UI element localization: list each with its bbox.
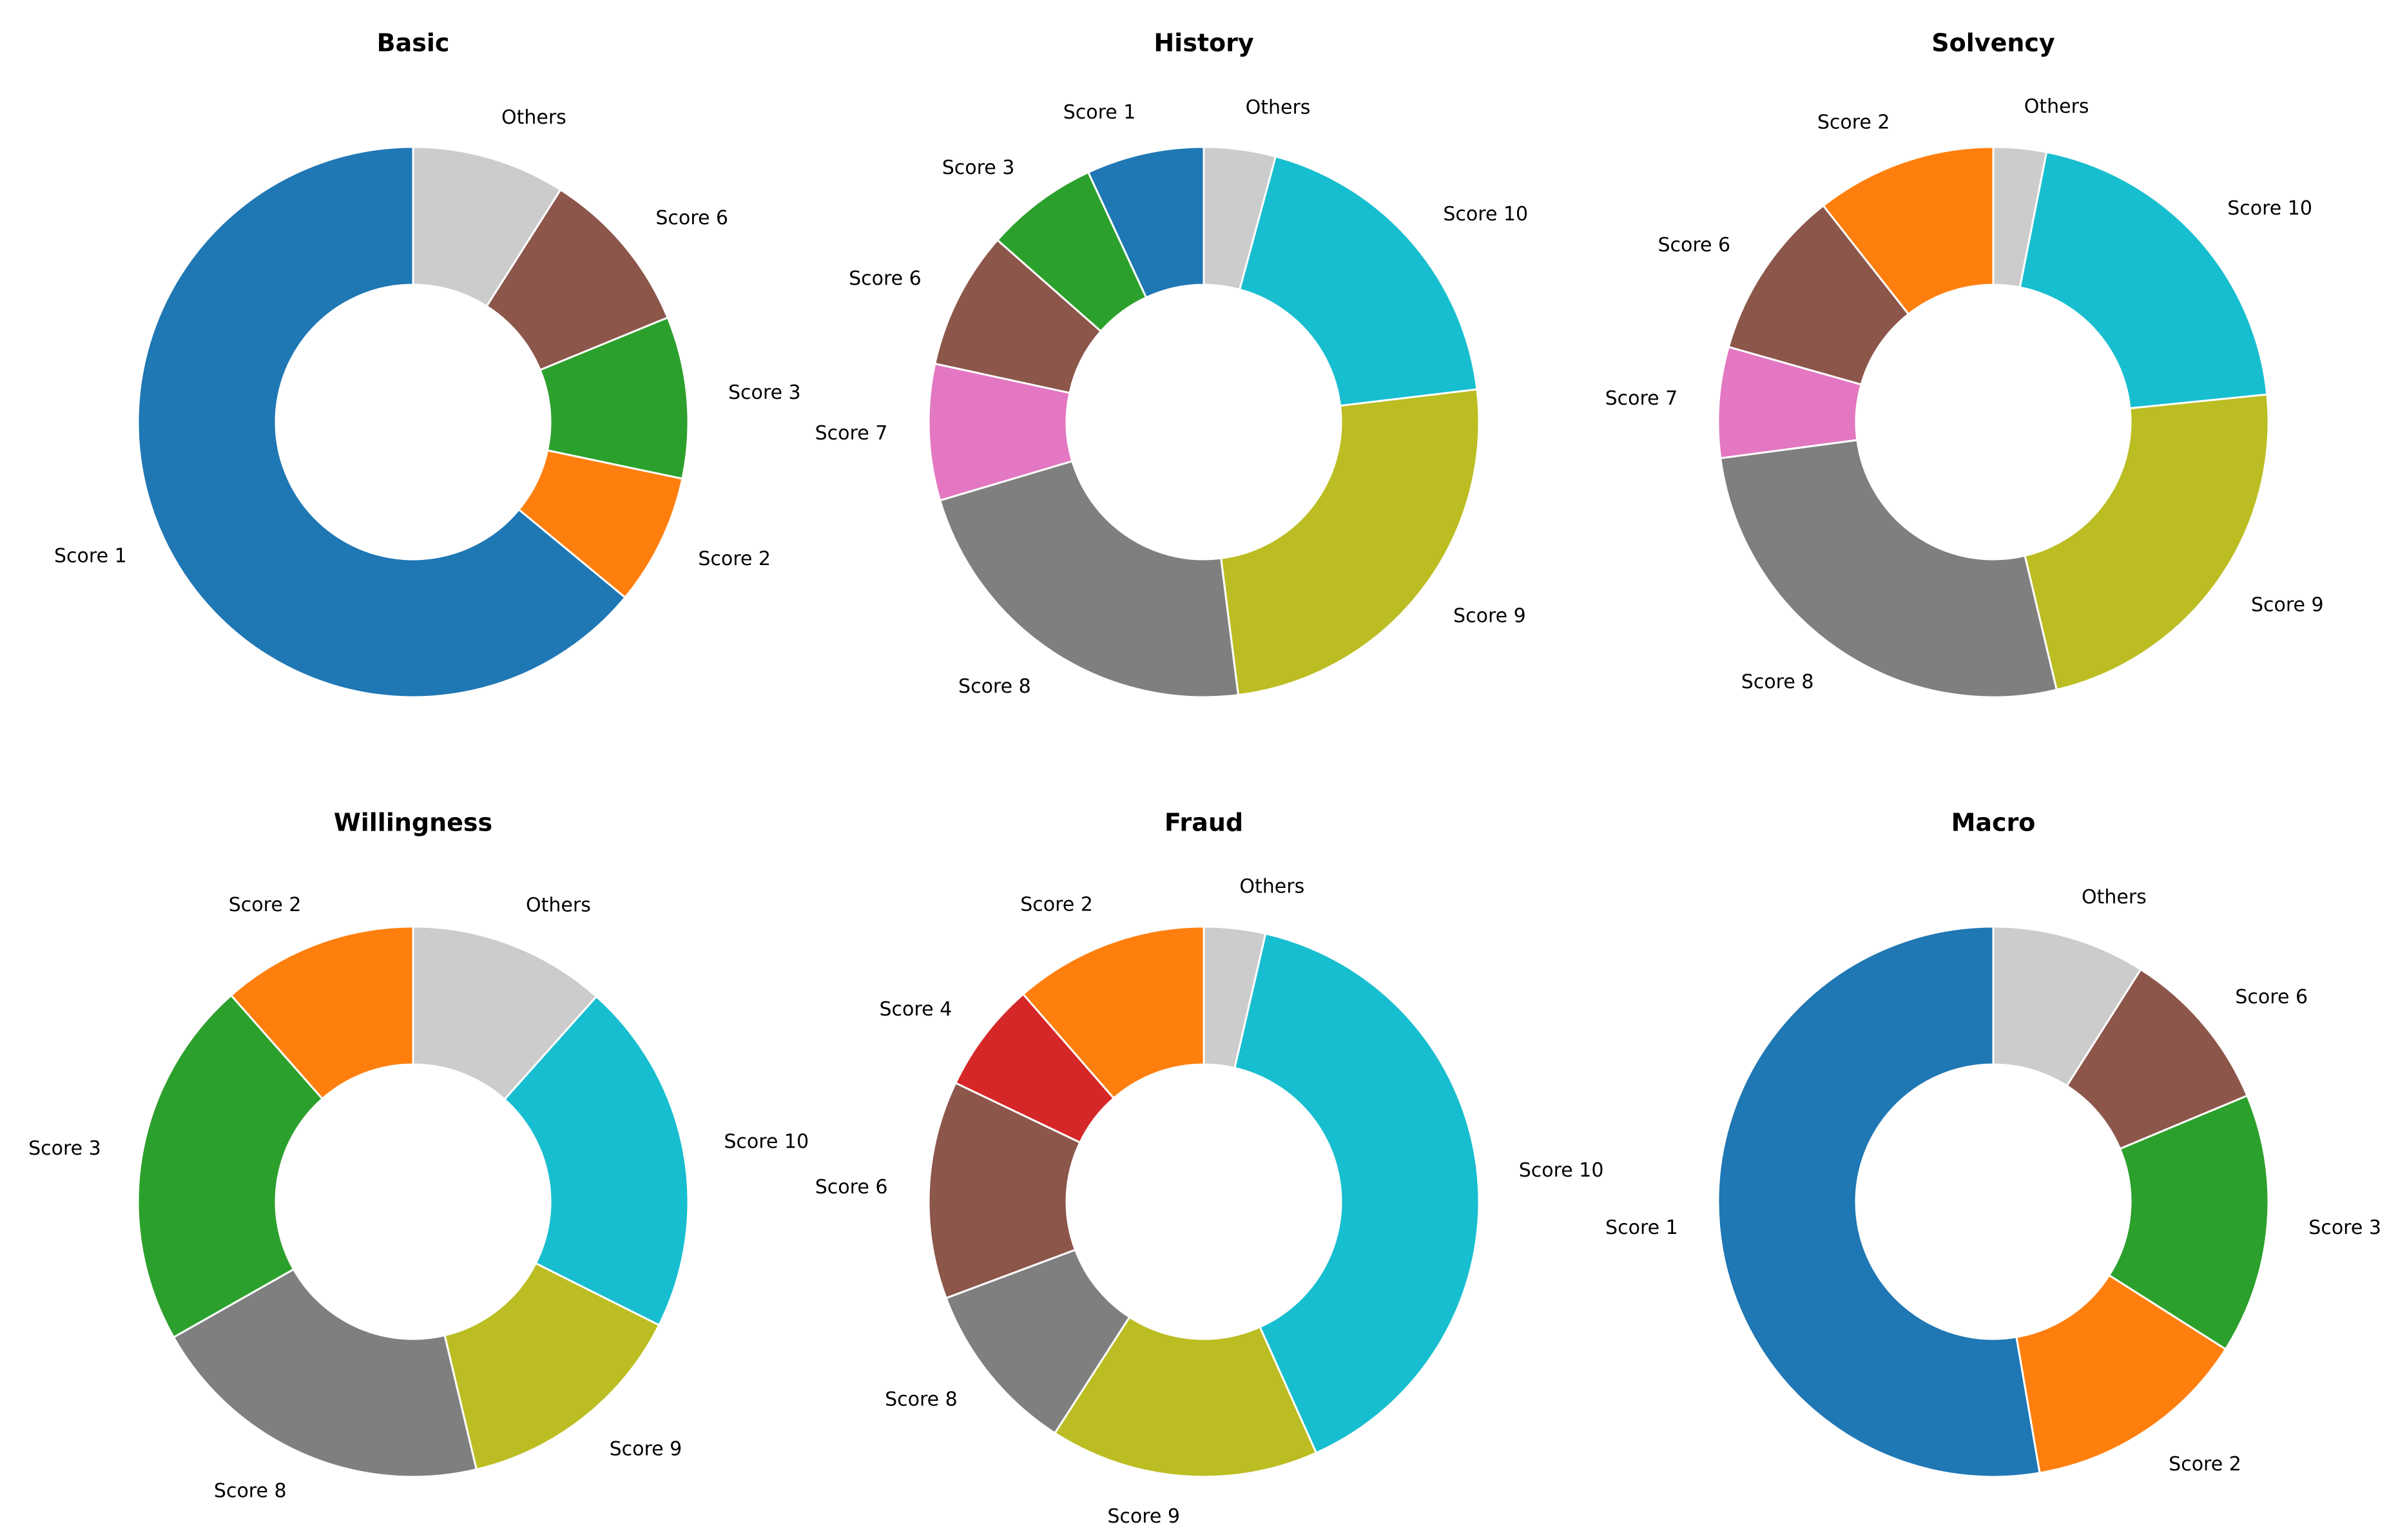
slice-label: Score 6 bbox=[849, 267, 922, 290]
slice-label: Others bbox=[1239, 876, 1304, 898]
wedge bbox=[172, 1268, 478, 1478]
slice-label: Score 8 bbox=[1741, 671, 1814, 693]
wedge bbox=[137, 146, 626, 698]
chart-title: Basic bbox=[377, 29, 450, 57]
wedge bbox=[503, 995, 690, 1326]
slice-label: Score 8 bbox=[958, 675, 1031, 698]
slice-label: Others bbox=[1246, 97, 1311, 119]
slice-label: Score 9 bbox=[1453, 605, 1526, 628]
slice-label: Score 6 bbox=[2235, 986, 2308, 1008]
slice-label: Score 2 bbox=[229, 894, 302, 916]
wedge bbox=[2108, 1094, 2270, 1351]
slice-label: Score 1 bbox=[1605, 1217, 1678, 1239]
wedge bbox=[1719, 439, 2058, 698]
slice-label: Others bbox=[501, 106, 566, 129]
slice-label: Score 9 bbox=[2251, 593, 2324, 616]
wedge bbox=[485, 188, 669, 371]
chart-title: Solvency bbox=[1931, 29, 2055, 57]
slice-label: Score 10 bbox=[2227, 197, 2312, 220]
slice-label: Score 1 bbox=[54, 545, 127, 568]
wedge bbox=[1054, 1316, 1317, 1478]
wedge bbox=[1992, 146, 2048, 289]
slice-label: Others bbox=[526, 894, 591, 917]
chart-title: Macro bbox=[1951, 809, 2036, 837]
slice-label: Others bbox=[2082, 886, 2147, 909]
wedge bbox=[1239, 155, 1478, 407]
chart-title: Willingness bbox=[334, 809, 492, 837]
wedge bbox=[1203, 146, 1277, 291]
slice-label: Score 2 bbox=[1020, 894, 1093, 916]
wedge bbox=[443, 1262, 661, 1471]
wedge bbox=[2015, 1274, 2227, 1474]
wedge bbox=[1220, 388, 1480, 697]
slice-label: Score 3 bbox=[942, 157, 1015, 179]
slice-label: Score 2 bbox=[2169, 1453, 2241, 1476]
slice-label: Score 6 bbox=[1658, 234, 1730, 256]
chart-title: Fraud bbox=[1165, 809, 1243, 837]
slice-label: Score 10 bbox=[724, 1130, 809, 1153]
wedge bbox=[1822, 146, 1995, 316]
wedge bbox=[1717, 925, 2041, 1478]
wedge bbox=[137, 994, 324, 1338]
wedge bbox=[1233, 932, 1480, 1454]
slice-label: Score 10 bbox=[1519, 1159, 1604, 1182]
slice-label: Score 6 bbox=[655, 207, 728, 229]
slice-label: Score 7 bbox=[1605, 387, 1678, 410]
slice-label: Score 9 bbox=[1107, 1505, 1180, 1528]
slice-label: Score 10 bbox=[1443, 203, 1528, 226]
wedge bbox=[2024, 393, 2270, 691]
chart-title: History bbox=[1154, 29, 1253, 57]
slice-label: Score 2 bbox=[698, 548, 771, 570]
wedge bbox=[2018, 151, 2268, 410]
wedge bbox=[2065, 968, 2248, 1150]
slice-label: Score 2 bbox=[1817, 111, 1890, 133]
wedge bbox=[1203, 925, 1267, 1069]
wedge bbox=[412, 925, 597, 1101]
slice-label: Score 1 bbox=[1063, 101, 1136, 124]
slice-label: Score 7 bbox=[815, 422, 888, 445]
slice-label: Score 9 bbox=[610, 1438, 682, 1461]
slice-label: Score 6 bbox=[815, 1176, 888, 1198]
wedge bbox=[1022, 925, 1205, 1099]
wedge bbox=[927, 1082, 1081, 1300]
slice-label: Score 8 bbox=[214, 1480, 287, 1503]
wedge bbox=[939, 460, 1240, 698]
wedge bbox=[412, 146, 562, 307]
slice-label: Score 3 bbox=[2308, 1217, 2381, 1239]
slice-label: Score 3 bbox=[728, 381, 801, 404]
wedge bbox=[1992, 925, 2142, 1087]
slice-label: Others bbox=[2024, 95, 2089, 118]
slice-label: Score 8 bbox=[885, 1389, 958, 1411]
slice-label: Score 4 bbox=[880, 998, 952, 1021]
wedge bbox=[230, 925, 414, 1100]
slice-label: Score 3 bbox=[28, 1137, 101, 1160]
